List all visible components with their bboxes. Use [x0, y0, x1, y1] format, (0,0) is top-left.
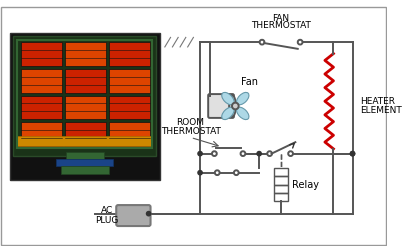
Bar: [274, 176, 287, 185]
Bar: [65, 42, 105, 66]
Bar: [274, 168, 287, 176]
Text: Relay: Relay: [291, 180, 318, 190]
Bar: [109, 122, 149, 146]
Ellipse shape: [221, 92, 234, 105]
Circle shape: [231, 103, 238, 109]
Bar: [17, 137, 152, 146]
FancyBboxPatch shape: [208, 94, 233, 118]
Bar: [21, 96, 62, 119]
Circle shape: [288, 151, 292, 156]
Text: THERMOSTAT: THERMOSTAT: [251, 21, 310, 30]
Ellipse shape: [236, 92, 248, 105]
Bar: [65, 96, 105, 119]
Bar: [13, 37, 156, 155]
Circle shape: [297, 40, 302, 45]
Text: FAN: FAN: [272, 14, 289, 23]
Circle shape: [349, 151, 354, 156]
Bar: [109, 42, 149, 66]
FancyBboxPatch shape: [116, 205, 150, 226]
Circle shape: [197, 170, 202, 176]
Bar: [65, 122, 105, 146]
Bar: [66, 152, 104, 159]
Bar: [65, 69, 105, 93]
Circle shape: [145, 211, 151, 216]
Circle shape: [240, 151, 245, 156]
Bar: [61, 166, 109, 174]
Bar: [21, 122, 62, 146]
Bar: [274, 185, 287, 193]
Bar: [9, 33, 160, 180]
Circle shape: [233, 170, 238, 175]
Ellipse shape: [236, 107, 248, 120]
Text: AC
PLUG: AC PLUG: [95, 206, 118, 225]
Circle shape: [197, 151, 202, 156]
Bar: [56, 159, 113, 166]
Text: HEATER: HEATER: [359, 97, 394, 106]
Bar: [17, 40, 152, 148]
Circle shape: [259, 40, 264, 45]
Circle shape: [266, 151, 271, 156]
Bar: [109, 96, 149, 119]
Text: Fan: Fan: [241, 77, 258, 87]
Circle shape: [214, 170, 219, 175]
Circle shape: [349, 151, 354, 156]
Bar: [21, 42, 62, 66]
Circle shape: [211, 151, 216, 156]
Text: ELEMENT: ELEMENT: [359, 106, 401, 115]
Circle shape: [256, 151, 261, 156]
Bar: [109, 69, 149, 93]
Text: ROOM: ROOM: [176, 118, 204, 127]
Bar: [21, 69, 62, 93]
Text: THERMOSTAT: THERMOSTAT: [160, 127, 220, 136]
Bar: [274, 193, 287, 201]
Ellipse shape: [228, 96, 235, 116]
Ellipse shape: [221, 107, 234, 120]
